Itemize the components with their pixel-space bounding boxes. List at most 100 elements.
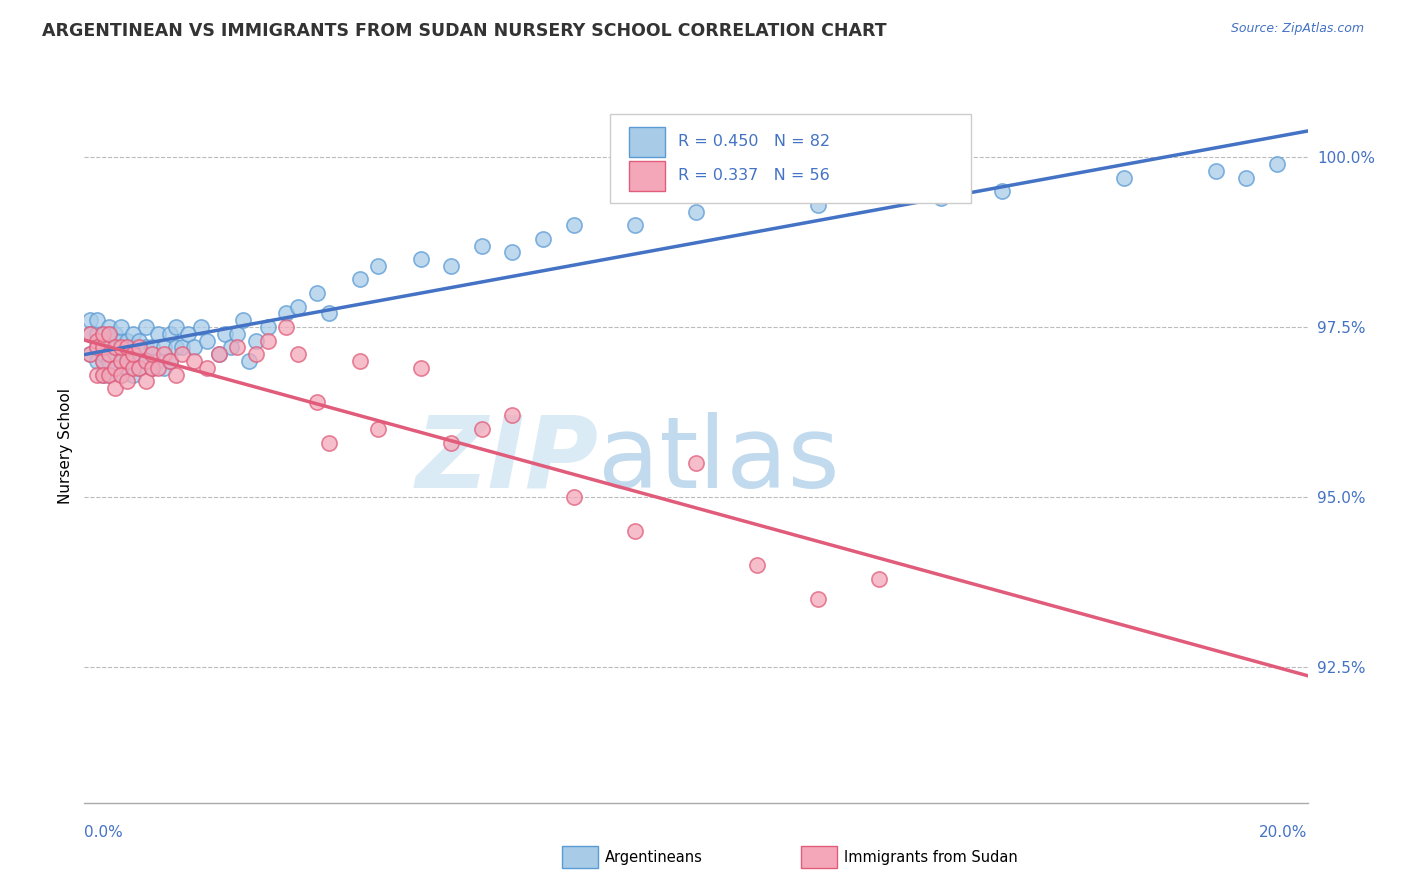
- Point: [172, 341, 194, 355]
- Point: [115, 347, 138, 361]
- Point: [1205, 163, 1227, 178]
- Point: [79, 347, 101, 361]
- Point: [1114, 170, 1136, 185]
- Point: [122, 347, 145, 361]
- Point: [97, 320, 120, 334]
- Point: [110, 368, 132, 382]
- Point: [214, 326, 236, 341]
- Point: [91, 341, 114, 355]
- Point: [305, 394, 328, 409]
- Point: [104, 341, 127, 355]
- Point: [91, 354, 114, 368]
- Point: [367, 422, 389, 436]
- Point: [747, 558, 769, 572]
- Point: [471, 238, 494, 252]
- Point: [141, 341, 163, 355]
- Point: [245, 334, 267, 348]
- Point: [141, 360, 163, 375]
- Point: [367, 259, 389, 273]
- Point: [226, 326, 249, 341]
- Point: [79, 313, 101, 327]
- Point: [97, 354, 120, 368]
- Point: [685, 204, 707, 219]
- Point: [153, 341, 176, 355]
- Point: [624, 218, 647, 232]
- Point: [104, 381, 127, 395]
- Point: [91, 326, 114, 341]
- Point: [104, 326, 127, 341]
- Point: [183, 354, 205, 368]
- Point: [86, 368, 108, 382]
- Point: [91, 326, 114, 341]
- Point: [195, 334, 218, 348]
- Point: [91, 354, 114, 368]
- Point: [79, 347, 101, 361]
- Point: [238, 354, 260, 368]
- Point: [86, 334, 108, 348]
- Point: [146, 326, 169, 341]
- Text: atlas: atlas: [598, 412, 839, 508]
- FancyBboxPatch shape: [610, 114, 972, 203]
- Point: [869, 572, 891, 586]
- Point: [276, 306, 298, 320]
- Point: [245, 347, 267, 361]
- Point: [86, 354, 108, 368]
- Point: [79, 326, 101, 341]
- Point: [115, 354, 138, 368]
- Point: [409, 252, 432, 266]
- Point: [195, 360, 218, 375]
- Point: [440, 259, 463, 273]
- Point: [122, 360, 145, 375]
- Point: [177, 326, 200, 341]
- Point: [1265, 157, 1288, 171]
- Point: [153, 360, 176, 375]
- Point: [624, 524, 647, 538]
- Point: [190, 320, 212, 334]
- Point: [115, 360, 138, 375]
- Point: [135, 354, 157, 368]
- Point: [1234, 170, 1257, 185]
- Point: [219, 341, 242, 355]
- Point: [153, 347, 176, 361]
- Point: [531, 232, 554, 246]
- Text: ARGENTINEAN VS IMMIGRANTS FROM SUDAN NURSERY SCHOOL CORRELATION CHART: ARGENTINEAN VS IMMIGRANTS FROM SUDAN NUR…: [42, 22, 887, 40]
- Point: [141, 360, 163, 375]
- Point: [807, 591, 830, 606]
- Text: R = 0.337   N = 56: R = 0.337 N = 56: [678, 168, 830, 183]
- Point: [110, 368, 132, 382]
- Point: [104, 347, 127, 361]
- Point: [110, 354, 132, 368]
- Text: 0.0%: 0.0%: [84, 825, 124, 840]
- Text: Immigrants from Sudan: Immigrants from Sudan: [844, 850, 1018, 864]
- Point: [97, 326, 120, 341]
- Point: [128, 347, 150, 361]
- Point: [159, 354, 181, 368]
- Point: [122, 368, 145, 382]
- Point: [104, 360, 127, 375]
- Point: [146, 360, 169, 375]
- Point: [991, 184, 1014, 198]
- Point: [232, 313, 254, 327]
- Point: [128, 360, 150, 375]
- Point: [318, 435, 340, 450]
- Point: [86, 326, 108, 341]
- Point: [165, 320, 187, 334]
- Point: [104, 341, 127, 355]
- Point: [146, 354, 169, 368]
- Point: [91, 368, 114, 382]
- Point: [135, 320, 157, 334]
- Y-axis label: Nursery School: Nursery School: [58, 388, 73, 504]
- Point: [929, 191, 952, 205]
- Point: [91, 368, 114, 382]
- Point: [562, 218, 585, 232]
- Point: [110, 354, 132, 368]
- Bar: [628, 161, 665, 191]
- Point: [257, 334, 280, 348]
- Point: [86, 341, 108, 355]
- Point: [79, 326, 101, 341]
- Point: [276, 320, 298, 334]
- Point: [172, 347, 194, 361]
- Point: [110, 341, 132, 355]
- Point: [115, 375, 138, 389]
- Point: [97, 347, 120, 361]
